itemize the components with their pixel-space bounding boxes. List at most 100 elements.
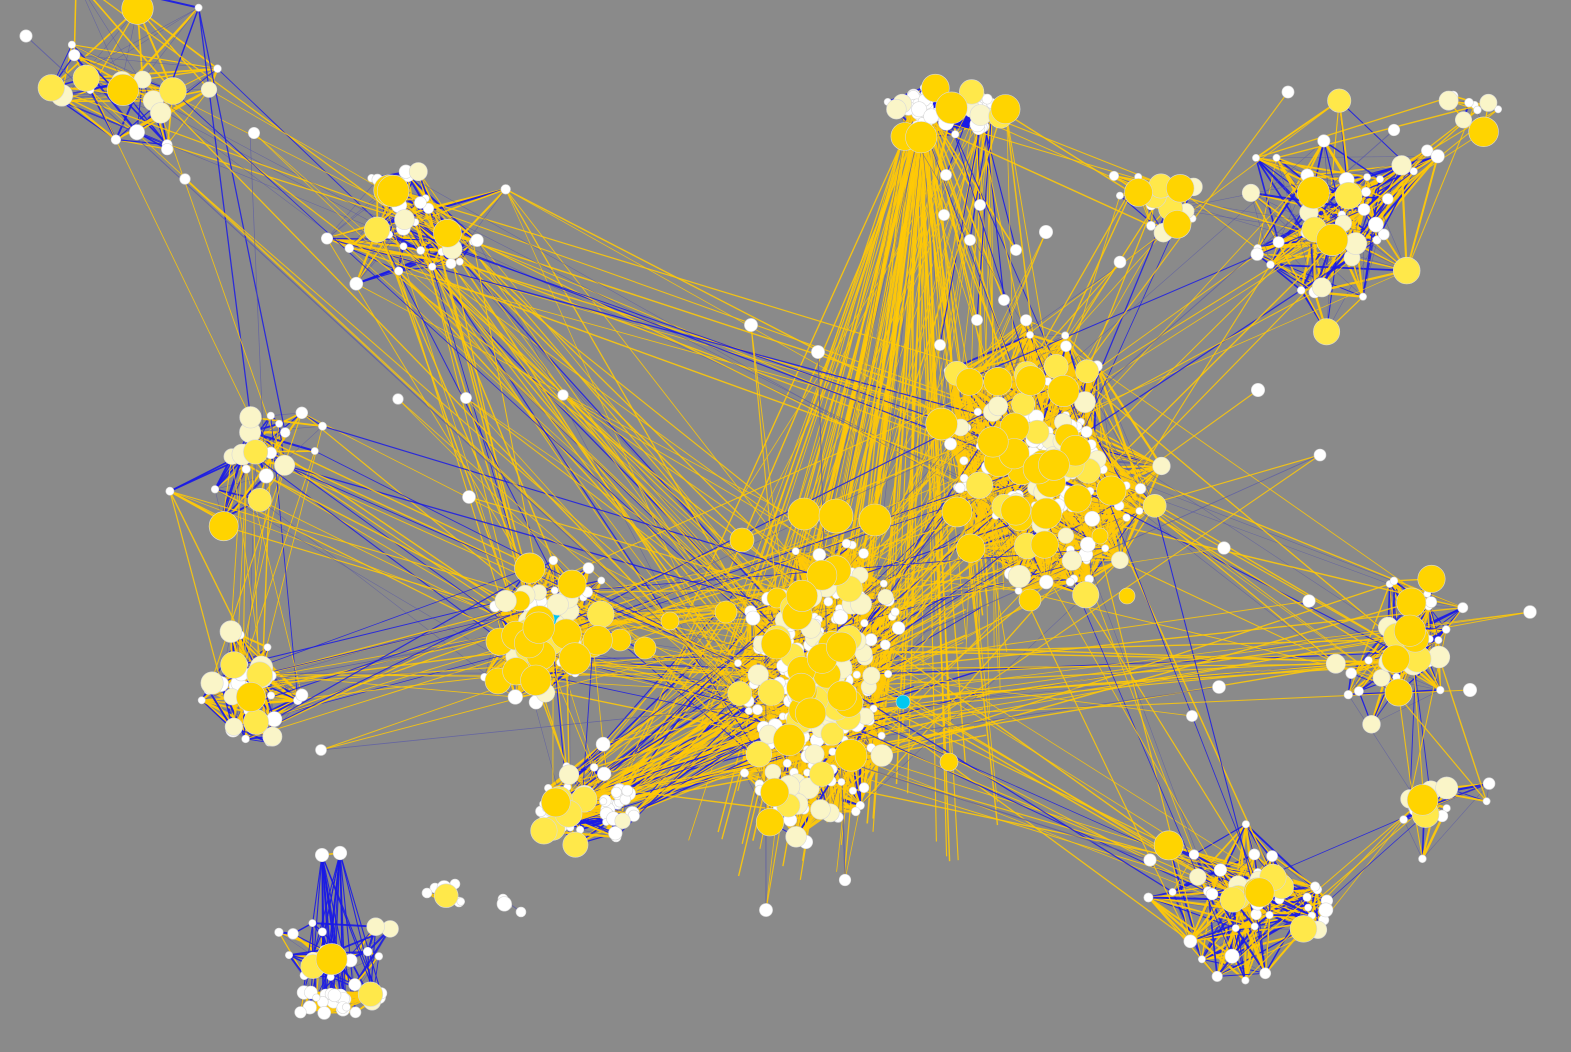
graph-node[interactable]	[456, 897, 465, 906]
graph-node[interactable]	[851, 806, 861, 817]
graph-node[interactable]	[760, 777, 790, 807]
graph-node[interactable]	[1357, 203, 1371, 216]
graph-node[interactable]	[332, 845, 348, 861]
graph-node[interactable]	[804, 744, 825, 765]
graph-node[interactable]	[1482, 797, 1491, 806]
graph-node[interactable]	[121, 0, 154, 25]
graph-node[interactable]	[392, 393, 404, 405]
graph-node[interactable]	[841, 538, 852, 549]
graph-node[interactable]	[1302, 594, 1316, 608]
graph-node[interactable]	[759, 903, 773, 917]
graph-node[interactable]	[210, 485, 220, 494]
graph-node[interactable]	[258, 468, 274, 484]
graph-node[interactable]	[582, 562, 595, 574]
graph-node[interactable]	[422, 202, 434, 214]
graph-node[interactable]	[1281, 85, 1295, 99]
graph-node[interactable]	[1224, 948, 1240, 964]
graph-node[interactable]	[433, 219, 462, 248]
graph-node[interactable]	[633, 636, 657, 660]
graph-node[interactable]	[1212, 680, 1226, 694]
graph-node[interactable]	[1359, 292, 1367, 301]
graph-node[interactable]	[1096, 475, 1127, 506]
graph-node[interactable]	[294, 1006, 307, 1019]
graph-node[interactable]	[1364, 656, 1373, 665]
graph-node[interactable]	[1039, 225, 1054, 240]
graph-node[interactable]	[1057, 527, 1074, 544]
graph-node[interactable]	[818, 498, 854, 534]
graph-node[interactable]	[150, 102, 172, 124]
graph-node[interactable]	[739, 768, 749, 778]
graph-node[interactable]	[408, 162, 428, 182]
graph-node[interactable]	[597, 576, 606, 585]
graph-node[interactable]	[1065, 577, 1075, 587]
graph-node[interactable]	[243, 709, 269, 735]
graph-node[interactable]	[1080, 536, 1096, 553]
graph-node[interactable]	[745, 740, 773, 768]
graph-node[interactable]	[988, 396, 1009, 417]
graph-node[interactable]	[37, 74, 65, 102]
graph-node[interactable]	[1186, 710, 1198, 722]
graph-node[interactable]	[1038, 449, 1070, 481]
graph-node[interactable]	[1435, 776, 1459, 800]
graph-node[interactable]	[312, 993, 321, 1002]
graph-node[interactable]	[959, 456, 969, 466]
graph-node[interactable]	[938, 209, 950, 221]
graph-node[interactable]	[1030, 530, 1059, 559]
graph-node[interactable]	[317, 927, 327, 937]
graph-node[interactable]	[934, 339, 946, 351]
graph-node[interactable]	[811, 345, 825, 359]
graph-node[interactable]	[599, 797, 608, 806]
graph-node[interactable]	[235, 682, 266, 712]
graph-node[interactable]	[964, 234, 976, 246]
graph-node[interactable]	[791, 547, 800, 556]
graph-node[interactable]	[558, 764, 580, 785]
graph-node[interactable]	[1334, 182, 1363, 210]
graph-node[interactable]	[1436, 685, 1445, 695]
graph-node[interactable]	[220, 651, 248, 679]
graph-node[interactable]	[1063, 484, 1092, 513]
graph-node[interactable]	[295, 688, 309, 702]
graph-node[interactable]	[1213, 863, 1227, 877]
graph-node[interactable]	[455, 257, 464, 266]
graph-node[interactable]	[1061, 550, 1082, 571]
graph-node[interactable]	[274, 927, 284, 937]
graph-node[interactable]	[832, 609, 849, 625]
graph-node[interactable]	[72, 64, 100, 92]
graph-node[interactable]	[522, 611, 555, 644]
graph-node[interactable]	[809, 761, 835, 787]
graph-node[interactable]	[394, 209, 415, 230]
graph-node[interactable]	[1153, 830, 1184, 861]
graph-node[interactable]	[1026, 330, 1034, 339]
graph-node[interactable]	[366, 917, 385, 936]
graph-node[interactable]	[445, 258, 457, 269]
graph-node[interactable]	[548, 555, 558, 566]
graph-node[interactable]	[884, 669, 893, 678]
graph-node[interactable]	[1091, 527, 1109, 545]
graph-node[interactable]	[179, 173, 191, 185]
graph-node[interactable]	[998, 294, 1010, 306]
graph-node[interactable]	[1363, 173, 1371, 181]
graph-node[interactable]	[110, 134, 121, 145]
graph-node[interactable]	[1463, 682, 1478, 697]
graph-node[interactable]	[213, 64, 222, 73]
graph-node[interactable]	[1523, 605, 1537, 619]
graph-node[interactable]	[376, 174, 410, 208]
graph-node[interactable]	[621, 784, 634, 797]
graph-node[interactable]	[1244, 877, 1275, 908]
graph-node[interactable]	[1118, 587, 1136, 605]
graph-node[interactable]	[1296, 286, 1306, 295]
graph-node[interactable]	[1122, 513, 1131, 522]
graph-node[interactable]	[1468, 116, 1499, 148]
graph-node[interactable]	[1080, 425, 1093, 438]
graph-node[interactable]	[515, 906, 527, 918]
graph-node[interactable]	[940, 169, 952, 181]
graph-node[interactable]	[159, 77, 187, 105]
graph-node[interactable]	[772, 723, 806, 757]
graph-node[interactable]	[1111, 551, 1129, 570]
graph-node[interactable]	[494, 589, 517, 612]
graph-node[interactable]	[1345, 667, 1357, 679]
graph-node[interactable]	[557, 569, 587, 599]
graph-node[interactable]	[1241, 820, 1250, 829]
graph-node[interactable]	[349, 1006, 362, 1019]
graph-node[interactable]	[1396, 587, 1427, 618]
